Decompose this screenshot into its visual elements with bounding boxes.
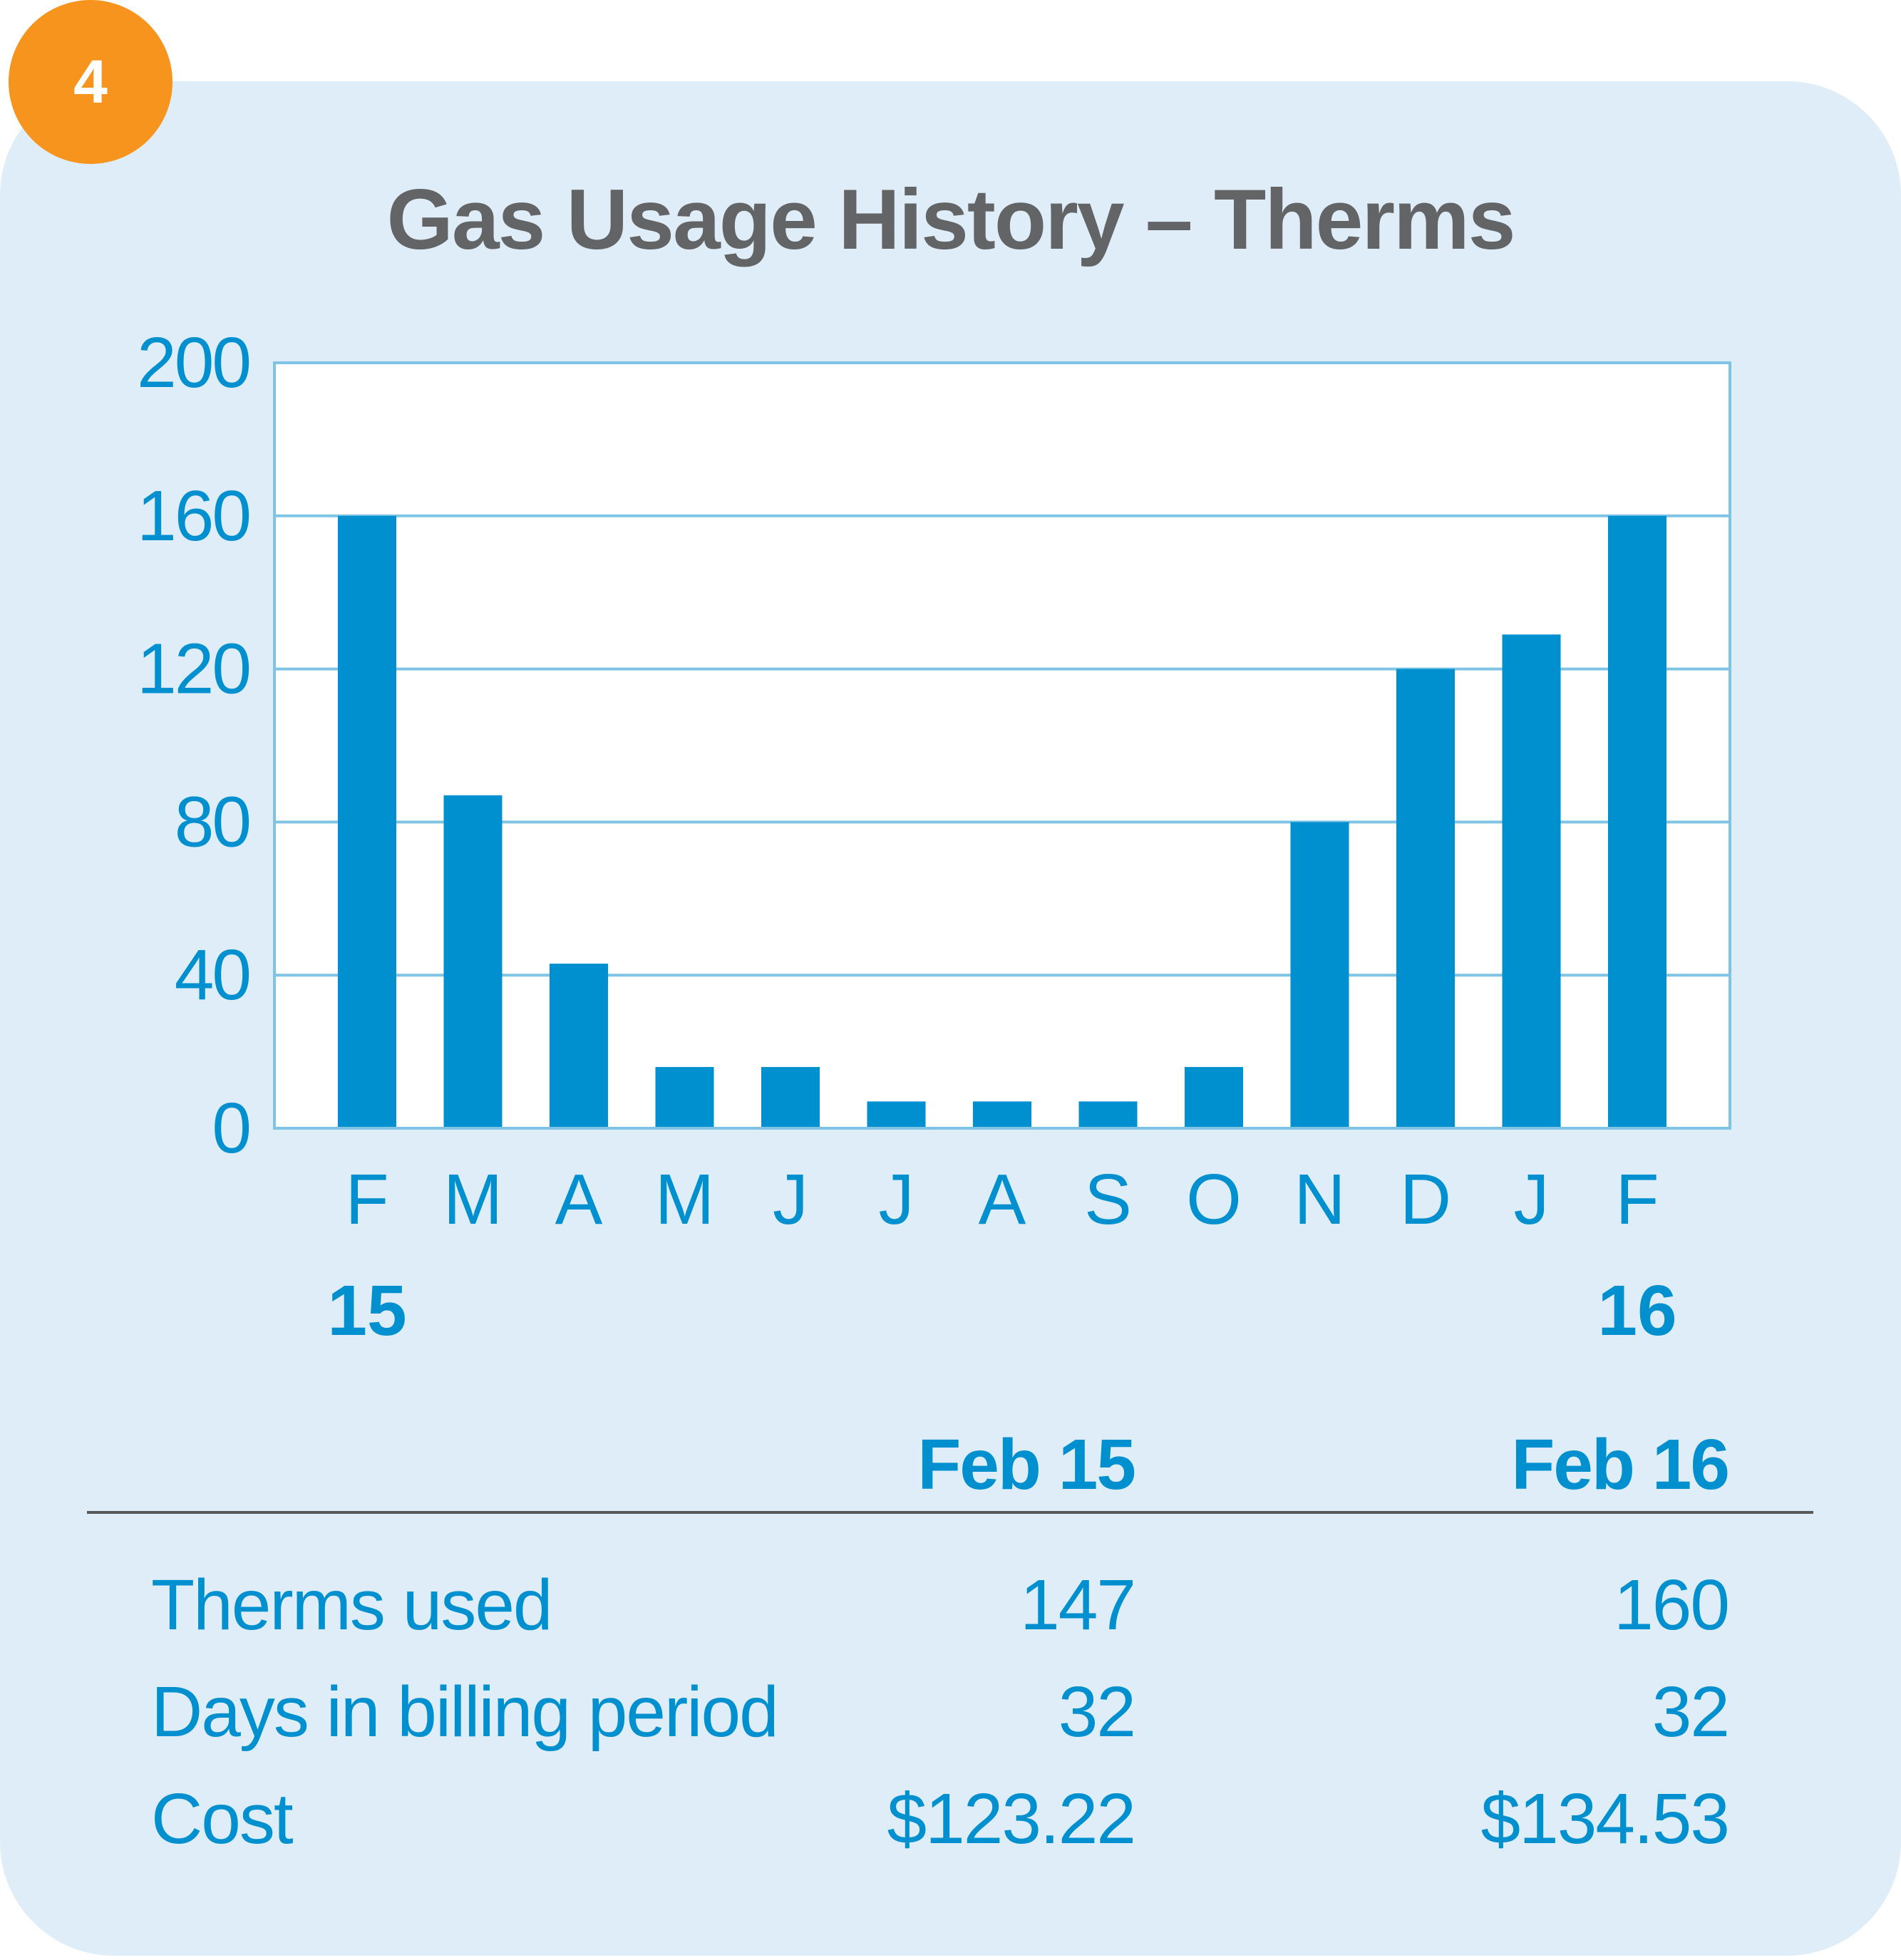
row-label-therms-used: Therms used (151, 1565, 553, 1645)
x-tick-label-0: F (345, 1160, 388, 1239)
x-tick-label-5: J (879, 1160, 915, 1239)
cost-feb16: $134.53 (1480, 1779, 1730, 1859)
x-tick-label-3: M (655, 1160, 714, 1239)
table-divider (87, 1511, 1813, 1514)
x-tick-label-7: S (1084, 1160, 1132, 1239)
x-tick-label-12: F (1615, 1160, 1659, 1239)
therms-used-feb15: 147 (1020, 1565, 1136, 1645)
table-header-feb15: Feb 15 (917, 1425, 1136, 1505)
bar-0 (338, 515, 396, 1128)
bar-1 (443, 795, 503, 1128)
therms-used-feb16: 160 (1614, 1565, 1730, 1645)
plot-area (274, 363, 1730, 1128)
y-tick-label-160: 160 (137, 476, 249, 556)
y-tick-label-40: 40 (175, 935, 249, 1015)
step-number-badge: 4 (9, 0, 172, 164)
chart-title: Gas Usage History – Therms (386, 172, 1515, 267)
cost-feb15: $123.22 (887, 1779, 1136, 1859)
bar-2 (550, 964, 608, 1128)
y-tick-label-80: 80 (175, 782, 249, 862)
x-tick-label-9: N (1294, 1160, 1345, 1239)
bar-3 (655, 1067, 714, 1128)
bar-7 (1078, 1101, 1138, 1128)
bar-9 (1290, 822, 1349, 1128)
bar-12 (1608, 515, 1666, 1128)
x-tick-label-11: J (1514, 1160, 1550, 1239)
y-tick-label-200: 200 (137, 323, 249, 403)
x-tick-label-8: O (1186, 1160, 1242, 1239)
row-label-cost: Cost (151, 1779, 294, 1859)
x-tick-label-1: M (443, 1160, 503, 1239)
y-tick-label-120: 120 (137, 629, 249, 709)
x-tick-label-10: D (1400, 1160, 1451, 1239)
days-feb15: 32 (1058, 1672, 1136, 1752)
x-tick-label-4: J (773, 1160, 808, 1239)
bar-10 (1396, 669, 1455, 1128)
bar-11 (1502, 634, 1561, 1128)
x-tick-label-2: A (555, 1160, 603, 1239)
table-header-feb16: Feb 16 (1511, 1425, 1730, 1505)
y-tick-label-0: 0 (212, 1088, 249, 1168)
bar-6 (973, 1101, 1031, 1128)
row-label-days-in-billing-period: Days in billing period (151, 1672, 779, 1752)
year-label-15: 15 (327, 1271, 406, 1351)
days-feb16: 32 (1652, 1672, 1730, 1752)
bar-5 (867, 1101, 926, 1128)
bar-8 (1185, 1067, 1243, 1128)
year-label-16: 16 (1597, 1271, 1676, 1351)
bar-4 (761, 1067, 820, 1128)
plot-border (273, 361, 1731, 1130)
x-tick-label-6: A (979, 1160, 1026, 1239)
